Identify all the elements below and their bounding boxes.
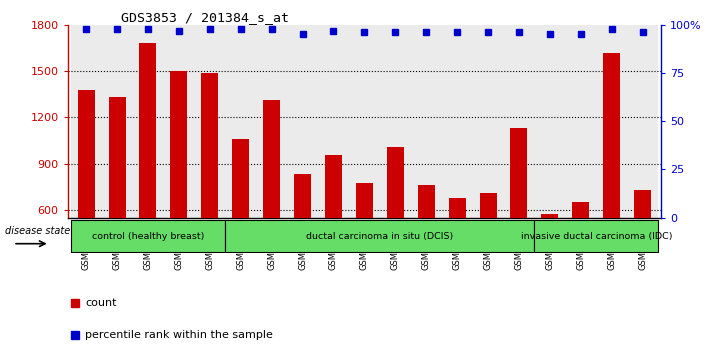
FancyBboxPatch shape <box>225 220 535 252</box>
Text: count: count <box>85 298 117 308</box>
Bar <box>418 185 434 218</box>
Bar <box>473 25 503 218</box>
Bar <box>325 155 342 218</box>
Bar <box>318 25 349 218</box>
Bar <box>109 97 126 218</box>
Bar <box>356 183 373 218</box>
Bar <box>256 25 287 218</box>
Text: control (healthy breast): control (healthy breast) <box>92 232 204 241</box>
Bar <box>442 25 473 218</box>
Bar <box>627 25 658 218</box>
Bar <box>380 25 411 218</box>
Bar <box>77 90 95 218</box>
Bar <box>449 198 466 218</box>
FancyBboxPatch shape <box>535 220 658 252</box>
Bar <box>634 190 651 218</box>
Text: percentile rank within the sample: percentile rank within the sample <box>85 330 273 339</box>
Bar <box>263 101 280 218</box>
Bar <box>171 71 188 218</box>
Bar <box>287 25 318 218</box>
Text: invasive ductal carcinoma (IDC): invasive ductal carcinoma (IDC) <box>520 232 672 241</box>
Bar <box>201 73 218 218</box>
Bar <box>387 147 404 218</box>
Text: ductal carcinoma in situ (DCIS): ductal carcinoma in situ (DCIS) <box>306 232 454 241</box>
Text: disease state: disease state <box>5 226 70 236</box>
Bar <box>510 128 528 218</box>
Bar <box>139 43 156 218</box>
Bar <box>164 25 194 218</box>
Text: GDS3853 / 201384_s_at: GDS3853 / 201384_s_at <box>121 11 289 24</box>
Bar <box>294 175 311 218</box>
Bar <box>411 25 442 218</box>
Bar <box>70 25 102 218</box>
Bar <box>597 25 627 218</box>
Bar <box>225 25 256 218</box>
Bar <box>541 214 558 218</box>
Bar <box>349 25 380 218</box>
Bar <box>194 25 225 218</box>
Bar <box>603 52 620 218</box>
Bar <box>479 193 496 218</box>
FancyBboxPatch shape <box>70 220 225 252</box>
Bar <box>572 202 589 218</box>
Bar <box>132 25 164 218</box>
Bar <box>565 25 597 218</box>
Bar <box>232 139 250 218</box>
Bar <box>503 25 535 218</box>
Bar <box>535 25 565 218</box>
Bar <box>102 25 132 218</box>
